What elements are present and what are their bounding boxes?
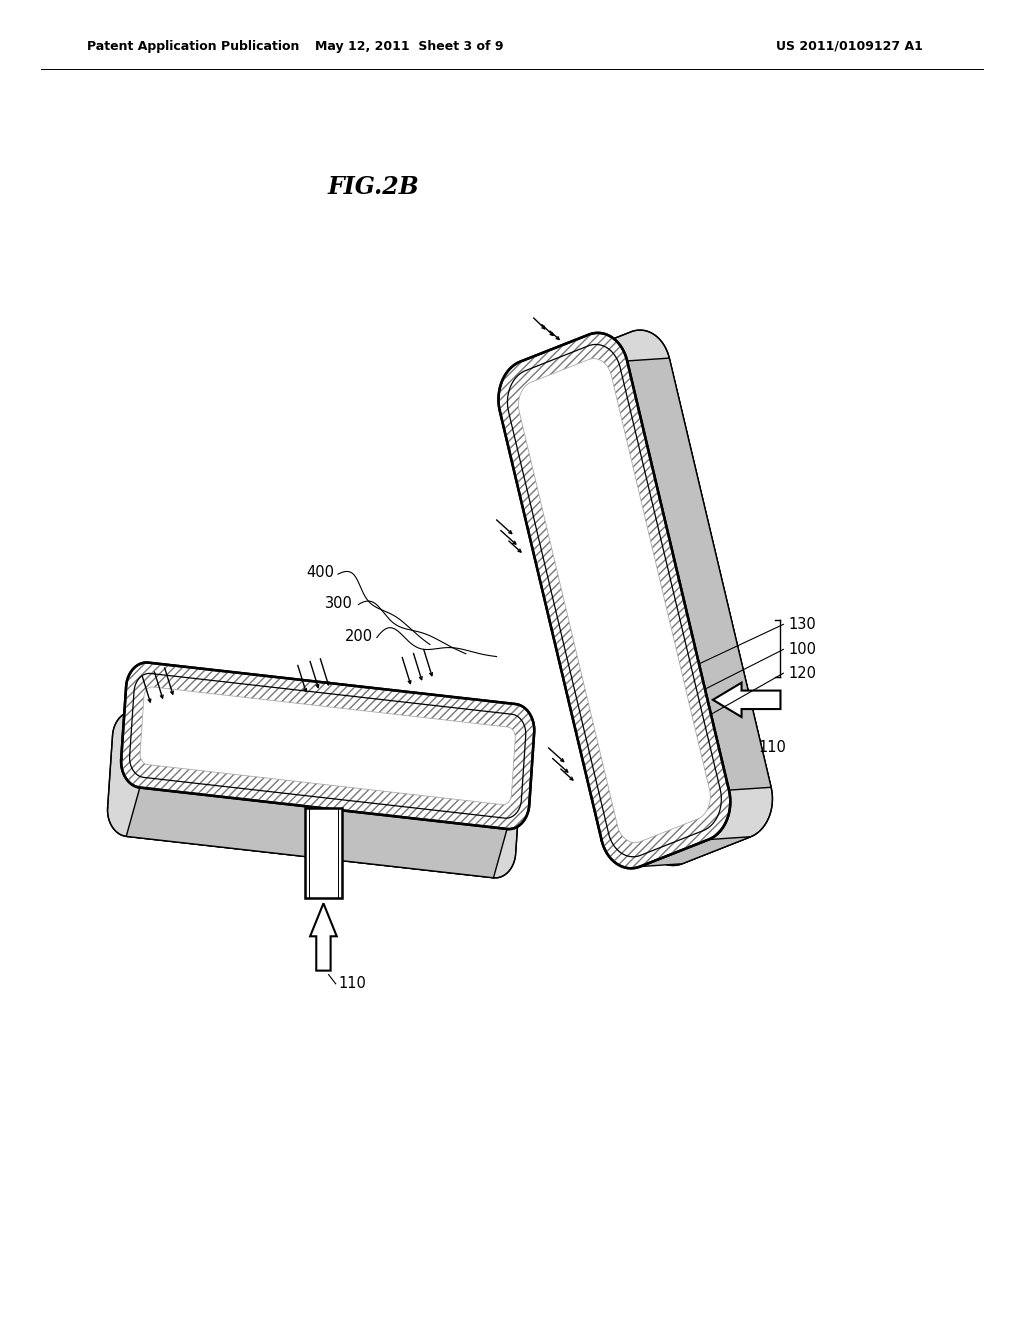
Polygon shape [305,808,342,898]
Polygon shape [121,663,535,829]
Polygon shape [499,333,730,869]
Polygon shape [126,788,507,878]
Polygon shape [627,358,771,791]
Text: 110: 110 [759,739,786,755]
Text: 110: 110 [339,977,367,991]
Text: 100: 100 [788,642,816,657]
Polygon shape [310,903,337,970]
Polygon shape [140,686,515,805]
Polygon shape [108,711,520,878]
Text: May 12, 2011  Sheet 3 of 9: May 12, 2011 Sheet 3 of 9 [315,40,504,53]
Polygon shape [713,682,780,717]
Text: US 2011/0109127 A1: US 2011/0109127 A1 [776,40,924,53]
Text: FIG.2B: FIG.2B [328,176,420,199]
Polygon shape [518,359,711,842]
Text: Patent Application Publication: Patent Application Publication [87,40,299,53]
Text: 200: 200 [345,628,373,644]
Text: 300: 300 [326,595,353,611]
Polygon shape [640,837,751,866]
Text: 120: 120 [788,665,816,681]
Polygon shape [541,330,772,866]
Text: 130: 130 [788,616,816,632]
Text: 400: 400 [306,565,334,581]
